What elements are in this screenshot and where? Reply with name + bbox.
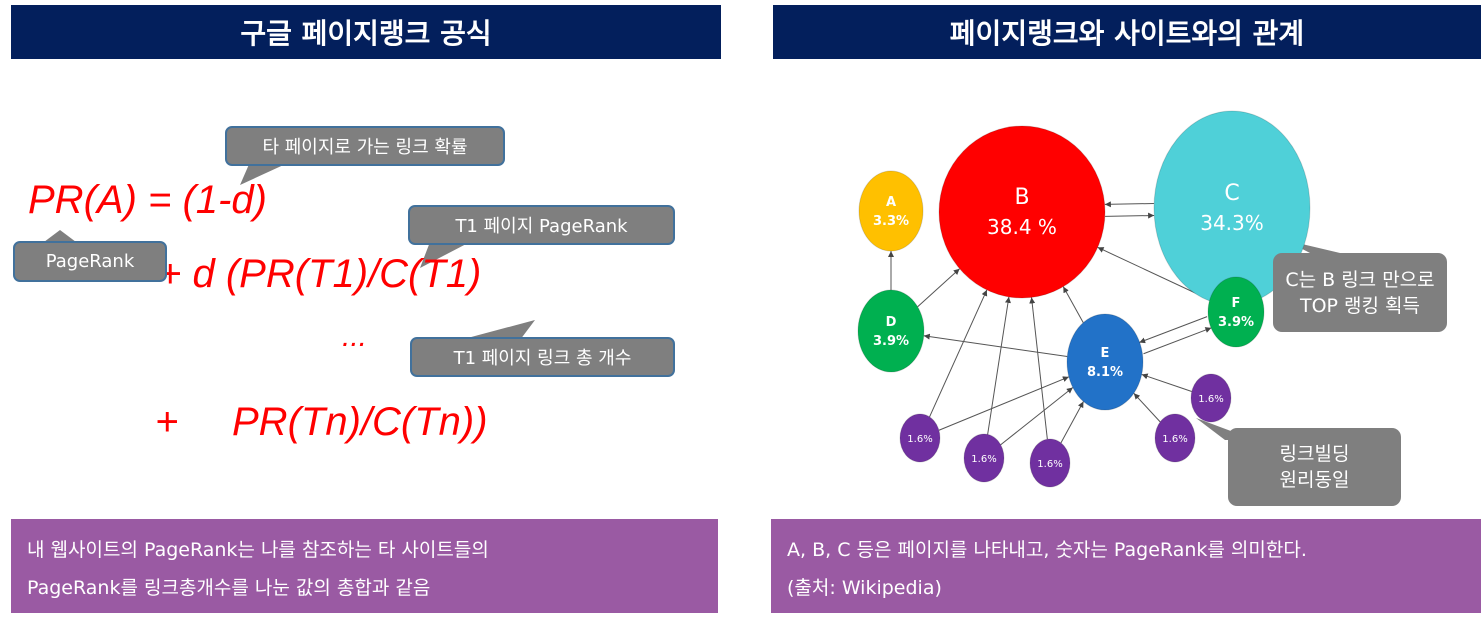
node-circle — [1066, 313, 1144, 411]
node-P3: 1.6% — [1029, 438, 1071, 488]
edge-C-B — [1104, 201, 1154, 208]
node-P4: 1.6% — [1154, 413, 1196, 463]
node-circle — [938, 125, 1106, 299]
node-P2: 1.6% — [963, 433, 1005, 483]
left-title: 구글 페이지랭크 공식 — [11, 5, 721, 59]
node-circle — [899, 413, 941, 463]
node-value: 1.6% — [971, 454, 996, 465]
left-footer-line2: PageRank를 링크총개수를 나눈 값의 총합과 같음 — [27, 577, 431, 599]
node-label: F — [1232, 296, 1241, 311]
node-label: B — [1014, 185, 1029, 210]
left-footer-line1: 내 웹사이트의 PageRank는 나를 참조하는 타 사이트들의 — [27, 539, 489, 561]
node-value: 8.1% — [1087, 365, 1123, 380]
edge-D-B — [917, 268, 960, 308]
callout-t1-count: T1 페이지 링크 총 개수 — [410, 337, 675, 377]
node-circle — [857, 289, 925, 373]
c-note-line2: TOP 랭킹 획득 — [1299, 294, 1421, 317]
edge-P2-B — [987, 296, 1011, 435]
edge-F-E — [1139, 316, 1208, 344]
node-value: 1.6% — [907, 434, 932, 445]
callout-c-note: C는 B 링크 만으로 TOP 랭킹 획득 — [1273, 253, 1447, 332]
node-value: 1.6% — [1037, 459, 1062, 470]
edge-P1-B — [929, 289, 988, 418]
formula-line1: PR(A) = (1-d) — [28, 178, 267, 222]
node-value: 1.6% — [1198, 394, 1223, 405]
node-E: E 8.1% — [1066, 313, 1144, 411]
node-value: 1.6% — [1162, 434, 1187, 445]
callout-t1-pagerank: T1 페이지 PageRank — [408, 205, 675, 245]
node-value: 38.4 % — [987, 215, 1057, 239]
formula-line4-plus: + — [155, 400, 179, 444]
callout-tail — [460, 320, 535, 340]
node-circle — [963, 433, 1005, 483]
node-label: D — [886, 315, 897, 330]
edge-P2-E — [1000, 387, 1074, 446]
node-P1: 1.6% — [899, 413, 941, 463]
right-footer: A, B, C 등은 페이지를 나타내고, 숫자는 PageRank를 의미한다… — [771, 519, 1481, 613]
c-note-line1: C는 B 링크 만으로 — [1285, 268, 1435, 291]
formula-line3: ... — [342, 320, 368, 353]
node-C: C 34.3% — [1153, 110, 1311, 306]
formula-line2: + d (PR(T1)/C(T1) — [158, 252, 482, 296]
node-B: B 38.4 % — [938, 125, 1106, 299]
edge-P3-E — [1060, 401, 1084, 444]
right-footer-line1: A, B, C 등은 페이지를 나타내고, 숫자는 PageRank를 의미한다… — [787, 539, 1307, 561]
callout-tail — [420, 242, 470, 268]
edge-P4-E — [1133, 392, 1161, 423]
right-title: 페이지랭크와 사이트와의 관계 — [773, 5, 1481, 59]
node-F: F 3.9% — [1207, 276, 1265, 348]
formula-line4: PR(Tn)/C(Tn)) — [232, 400, 488, 444]
left-footer: 내 웹사이트의 PageRank는 나를 참조하는 타 사이트들의 PageRan… — [11, 519, 718, 613]
node-label: C — [1224, 181, 1239, 206]
node-circle — [1154, 413, 1196, 463]
callout-tail — [240, 162, 290, 185]
edge-P3-B — [1029, 297, 1048, 440]
node-P5: 1.6% — [1190, 373, 1232, 423]
edge-F-B — [1097, 246, 1210, 301]
node-value: 3.9% — [873, 334, 909, 349]
lb-note-line2: 원리동일 — [1279, 469, 1350, 491]
node-circle — [1029, 438, 1071, 488]
node-circle — [1207, 276, 1265, 348]
edge-P1-E — [938, 376, 1070, 431]
node-value: 34.3% — [1200, 211, 1264, 235]
edge-E-B — [1062, 286, 1084, 323]
node-A: A 3.3% — [858, 170, 924, 252]
edge-B-C — [1105, 212, 1155, 219]
edge-E-D — [923, 333, 1068, 358]
node-circle — [1190, 373, 1232, 423]
right-footer-line2: (출처: Wikipedia) — [787, 577, 942, 599]
callout-pagerank: PageRank — [13, 241, 167, 282]
lb-note-line1: 링크빌딩 — [1279, 443, 1350, 465]
node-label: E — [1101, 346, 1110, 361]
callout-prob: 타 페이지로 가는 링크 확률 — [225, 126, 505, 166]
node-D: D 3.9% — [857, 289, 925, 373]
pagerank-diagram: A 3.3% B 38.4 % C 34.3% D 3.9% E 8.1% F 3.9% 1.6% 1.6… — [857, 110, 1311, 488]
edge-E-F — [1143, 327, 1212, 355]
edge-P5-E — [1141, 373, 1192, 392]
node-value: 3.9% — [1218, 315, 1254, 330]
node-circle — [858, 170, 924, 252]
node-label: A — [886, 195, 896, 210]
node-value: 3.3% — [873, 214, 909, 229]
